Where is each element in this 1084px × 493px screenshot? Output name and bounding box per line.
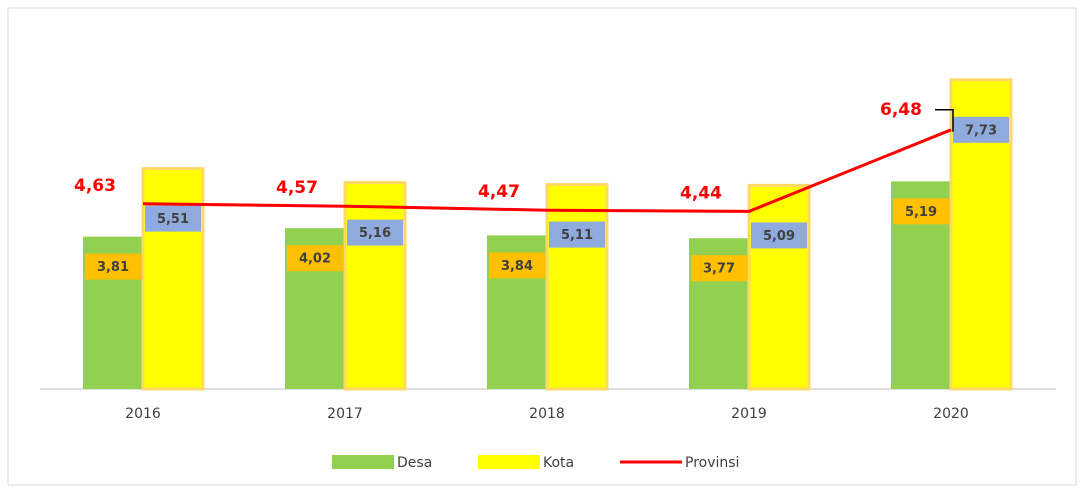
value-label-box [287,245,343,272]
legend-swatch [478,455,540,469]
value-label: 3,81 [97,260,129,275]
line-value-label: 6,48 [880,100,922,120]
legend-label: Desa [397,455,432,471]
value-label: 5,11 [561,228,593,243]
line [142,128,952,213]
legend-label: Kota [543,455,574,471]
value-label-box [347,219,403,246]
line-value-label: 4,57 [276,178,318,198]
value-label-box [145,205,201,232]
bar [545,183,609,391]
x-tick-label: 2016 [125,406,161,422]
value-label: 3,84 [501,259,533,274]
x-tick-label: 2017 [327,406,363,422]
x-tick-label: 2019 [731,406,767,422]
line-value-label: 4,44 [680,183,722,203]
value-label-box [893,198,949,225]
value-label-box [751,222,807,249]
value-label-box [489,252,545,279]
bar [747,183,811,391]
value-label: 7,73 [965,123,997,138]
legend-label: Provinsi [685,455,739,471]
value-label-box [549,221,605,248]
x-tick-label: 2020 [933,406,969,422]
value-label: 5,51 [157,212,189,227]
line-value-label: 4,47 [478,182,520,202]
line-value-label: 4,63 [74,176,116,196]
legend-swatch [332,455,394,469]
bar [343,181,407,391]
value-label-box [85,253,141,280]
value-label-box [953,116,1009,143]
chart-border [7,7,1077,486]
leader-line [935,109,954,132]
value-label: 5,16 [359,226,391,241]
value-label: 3,77 [703,262,735,277]
value-label-box [691,255,747,282]
x-tick-label: 2018 [529,406,565,422]
bar [141,167,205,391]
value-label: 5,09 [763,229,795,244]
value-label: 5,19 [905,205,937,220]
value-label: 4,02 [299,252,331,267]
